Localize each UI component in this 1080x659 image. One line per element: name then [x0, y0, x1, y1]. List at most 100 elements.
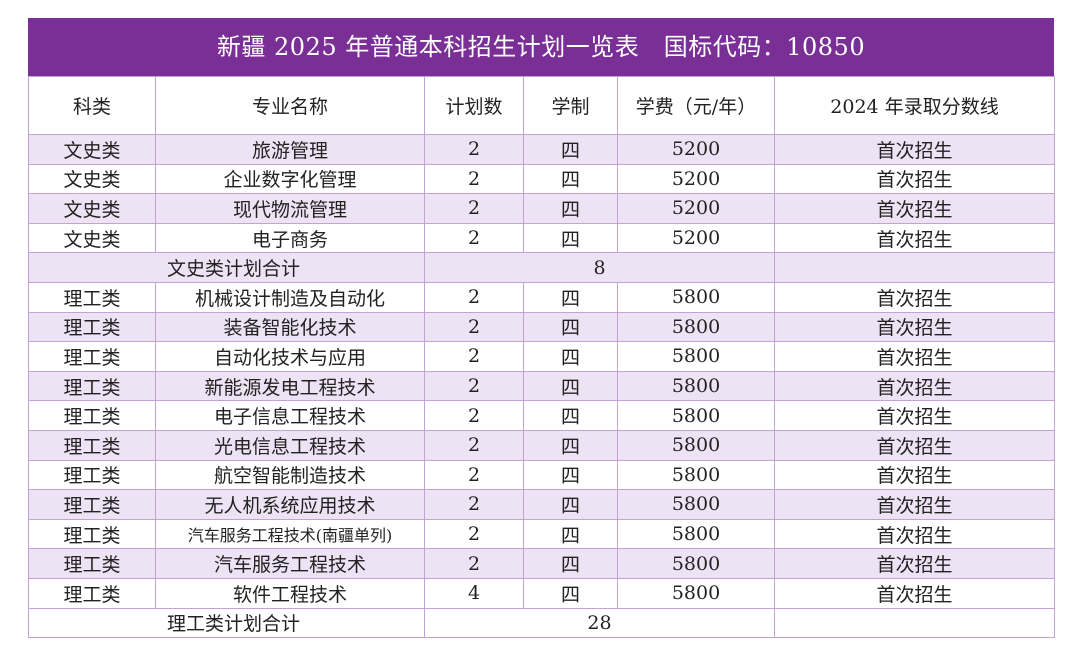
- table-row: 文史类 企业数字化管理 2 四 5200 首次招生: [28, 163, 1055, 195]
- cell-score-2024: 首次招生: [774, 577, 1055, 609]
- cell-major-name: 装备智能化技术: [155, 311, 425, 343]
- cell-plan-count: 2: [424, 222, 524, 254]
- total-value: 28: [424, 607, 775, 639]
- cell-duration: 四: [523, 548, 618, 579]
- cell-duration: 四: [523, 429, 618, 461]
- header-tuition: 学费（元/年）: [617, 76, 775, 135]
- header-duration: 学制: [523, 76, 618, 135]
- table-row: 理工类 汽车服务工程技术(南疆单列) 2 四 5800 首次招生: [28, 518, 1055, 550]
- cell-duration: 四: [523, 341, 618, 372]
- cell-plan-count: 2: [424, 429, 524, 461]
- total-empty-cell: [774, 607, 1055, 639]
- cell-major-name: 光电信息工程技术: [155, 429, 425, 461]
- cell-score-2024: 首次招生: [774, 222, 1055, 254]
- cell-major-name: 企业数字化管理: [155, 163, 425, 195]
- cell-major-name: 自动化技术与应用: [155, 341, 425, 372]
- cell-major-name: 软件工程技术: [155, 577, 425, 609]
- cell-plan-count: 2: [424, 163, 524, 195]
- cell-category: 理工类: [28, 400, 156, 431]
- cell-duration: 四: [523, 489, 618, 520]
- cell-category: 理工类: [28, 489, 156, 520]
- cell-duration: 四: [523, 163, 618, 195]
- table-row: 理工类 新能源发电工程技术 2 四 5800 首次招生: [28, 370, 1055, 402]
- table-row: 理工类 装备智能化技术 2 四 5800 首次招生: [28, 311, 1055, 343]
- cell-category: 理工类: [28, 518, 156, 550]
- cell-tuition: 5800: [617, 489, 775, 520]
- total-row: 文史类计划合计 8: [28, 252, 1055, 283]
- cell-category: 理工类: [28, 370, 156, 402]
- total-label: 文史类计划合计: [28, 252, 425, 283]
- table-row: 理工类 自动化技术与应用 2 四 5800 首次招生: [28, 341, 1055, 372]
- cell-major-name: 电子商务: [155, 222, 425, 254]
- cell-duration: 四: [523, 459, 618, 491]
- cell-plan-count: 2: [424, 459, 524, 491]
- cell-plan-count: 4: [424, 577, 524, 609]
- header-plan-count: 计划数: [424, 76, 524, 135]
- cell-score-2024: 首次招生: [774, 193, 1055, 224]
- cell-plan-count: 2: [424, 370, 524, 402]
- table-row: 文史类 电子商务 2 四 5200 首次招生: [28, 222, 1055, 254]
- cell-category: 理工类: [28, 311, 156, 343]
- table-title: 新疆 2025 年普通本科招生计划一览表 国标代码：10850: [28, 18, 1054, 76]
- cell-plan-count: 2: [424, 489, 524, 520]
- cell-category: 文史类: [28, 193, 156, 224]
- cell-category: 理工类: [28, 577, 156, 609]
- cell-category: 文史类: [28, 134, 156, 165]
- cell-plan-count: 2: [424, 548, 524, 579]
- table-row: 理工类 软件工程技术 4 四 5800 首次招生: [28, 577, 1055, 609]
- header-category: 科类: [28, 76, 156, 135]
- cell-tuition: 5800: [617, 400, 775, 431]
- cell-major-name: 航空智能制造技术: [155, 459, 425, 491]
- cell-score-2024: 首次招生: [774, 548, 1055, 579]
- table-row: 文史类 现代物流管理 2 四 5200 首次招生: [28, 193, 1055, 224]
- cell-duration: 四: [523, 400, 618, 431]
- cell-tuition: 5800: [617, 429, 775, 461]
- cell-major-name: 机械设计制造及自动化: [155, 281, 425, 313]
- table-row: 理工类 航空智能制造技术 2 四 5800 首次招生: [28, 459, 1055, 491]
- cell-duration: 四: [523, 577, 618, 609]
- header-row: 科类 专业名称 计划数 学制 学费（元/年） 2024 年录取分数线: [28, 76, 1055, 135]
- cell-plan-count: 2: [424, 518, 524, 550]
- cell-major-name: 新能源发电工程技术: [155, 370, 425, 402]
- cell-score-2024: 首次招生: [774, 400, 1055, 431]
- cell-score-2024: 首次招生: [774, 134, 1055, 165]
- cell-duration: 四: [523, 193, 618, 224]
- table-row: 理工类 机械设计制造及自动化 2 四 5800 首次招生: [28, 281, 1055, 313]
- cell-category: 理工类: [28, 341, 156, 372]
- cell-category: 文史类: [28, 222, 156, 254]
- cell-major-name: 汽车服务工程技术: [155, 548, 425, 579]
- total-value: 8: [424, 252, 775, 283]
- cell-plan-count: 2: [424, 341, 524, 372]
- cell-tuition: 5800: [617, 281, 775, 313]
- cell-tuition: 5200: [617, 222, 775, 254]
- total-label: 理工类计划合计: [28, 607, 425, 639]
- cell-tuition: 5800: [617, 518, 775, 550]
- header-major-name: 专业名称: [155, 76, 425, 135]
- cell-duration: 四: [523, 370, 618, 402]
- total-row: 理工类计划合计 28: [28, 607, 1055, 639]
- cell-tuition: 5800: [617, 459, 775, 491]
- table-body: 科类 专业名称 计划数 学制 学费（元/年） 2024 年录取分数线 文史类 旅游…: [28, 76, 1055, 639]
- cell-category: 理工类: [28, 429, 156, 461]
- cell-score-2024: 首次招生: [774, 489, 1055, 520]
- cell-tuition: 5800: [617, 577, 775, 609]
- cell-major-name: 旅游管理: [155, 134, 425, 165]
- cell-category: 文史类: [28, 163, 156, 195]
- cell-plan-count: 2: [424, 311, 524, 343]
- table-row: 理工类 光电信息工程技术 2 四 5800 首次招生: [28, 429, 1055, 461]
- cell-tuition: 5200: [617, 163, 775, 195]
- cell-plan-count: 2: [424, 281, 524, 313]
- cell-duration: 四: [523, 134, 618, 165]
- cell-category: 理工类: [28, 281, 156, 313]
- total-empty-cell: [774, 252, 1055, 283]
- cell-duration: 四: [523, 222, 618, 254]
- cell-score-2024: 首次招生: [774, 281, 1055, 313]
- enrollment-plan-table: 科类 专业名称 计划数 学制 学费（元/年） 2024 年录取分数线 文史类 旅游…: [28, 76, 1055, 639]
- cell-score-2024: 首次招生: [774, 370, 1055, 402]
- cell-score-2024: 首次招生: [774, 429, 1055, 461]
- cell-duration: 四: [523, 518, 618, 550]
- cell-score-2024: 首次招生: [774, 518, 1055, 550]
- cell-major-name: 无人机系统应用技术: [155, 489, 425, 520]
- table-row: 文史类 旅游管理 2 四 5200 首次招生: [28, 134, 1055, 165]
- cell-tuition: 5200: [617, 134, 775, 165]
